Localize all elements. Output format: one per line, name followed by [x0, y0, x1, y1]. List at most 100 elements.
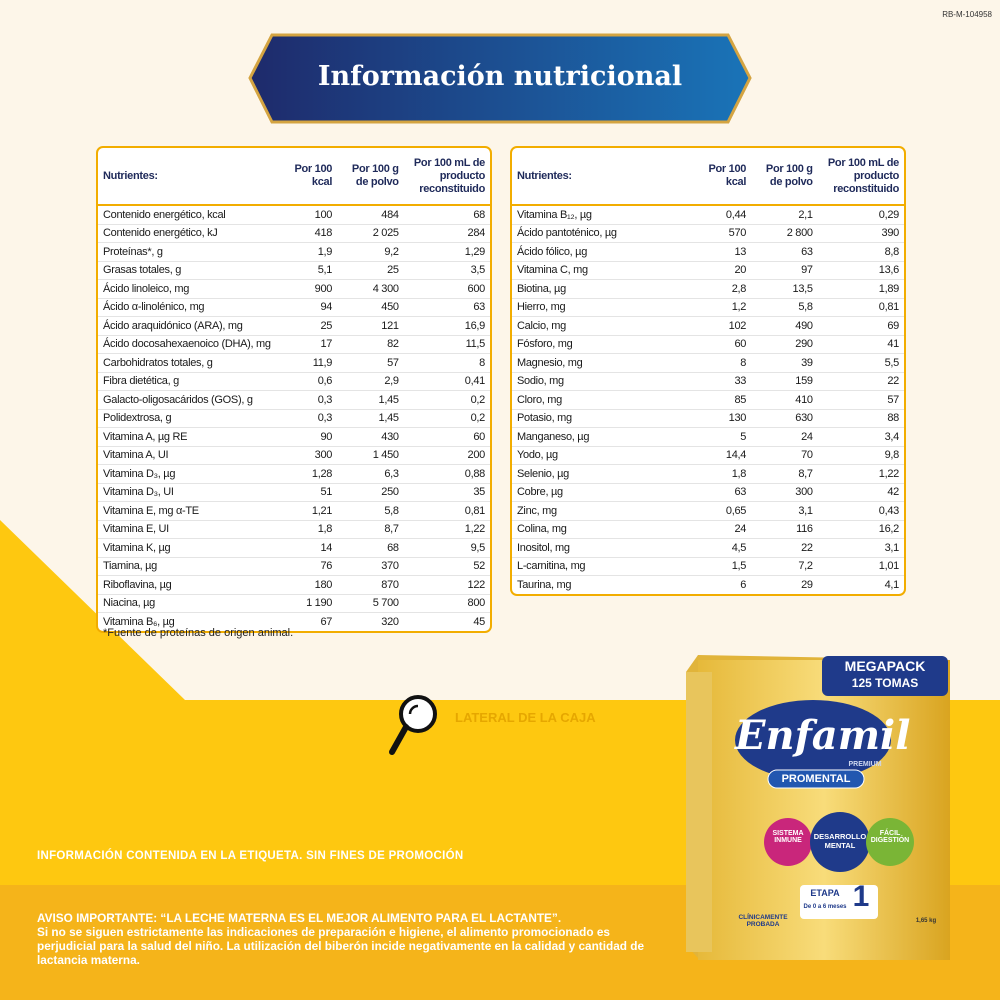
value-cell: 1,45: [337, 390, 404, 410]
value-cell: 180: [278, 575, 338, 595]
table-row: Ácido araquidónico (ARA), mg 25 121 16,9: [98, 316, 490, 336]
nutrient-cell: Carbohidratos totales, g: [98, 353, 279, 373]
value-cell: 5,1: [278, 261, 338, 280]
nutrient-cell: Ácido linoleico, mg: [98, 279, 279, 299]
value-cell: 7,2: [751, 557, 818, 576]
table-row: Ácido pantoténico, µg 570 2 800 390: [512, 224, 904, 243]
value-cell: 3,4: [817, 427, 904, 447]
table: Nutrientes: Por 100 kcal Por 100 g de polv…: [98, 148, 490, 631]
table-row: Potasio, mg 130 630 88: [512, 409, 904, 428]
nutrient-cell: Vitamina A, UI: [98, 446, 279, 465]
value-cell: 290: [751, 335, 818, 354]
value-cell: 430: [337, 427, 404, 447]
value-cell: 82: [337, 335, 404, 354]
value-cell: 63: [751, 242, 818, 262]
nutrient-cell: Vitamina E, mg α-TE: [98, 501, 279, 521]
table-row: Ácido α-linolénico, mg 94 450 63: [98, 298, 490, 317]
value-cell: 4,5: [692, 538, 752, 558]
nutrient-cell: Vitamina D₃, UI: [98, 483, 279, 502]
table-row: Biotina, µg 2,8 13,5 1,89: [512, 279, 904, 299]
value-cell: 88: [817, 409, 904, 428]
table-row: Colina, mg 24 116 16,2: [512, 520, 904, 539]
table-row: Hierro, mg 1,2 5,8 0,81: [512, 298, 904, 317]
table-row: Cloro, mg 85 410 57: [512, 390, 904, 410]
table-row: Vitamina B₁₂, µg 0,44 2,1 0,29: [512, 205, 904, 225]
value-cell: 14,4: [692, 446, 752, 465]
nutrient-cell: Ácido araquidónico (ARA), mg: [98, 316, 279, 336]
value-cell: 22: [817, 372, 904, 391]
reference-code: RB-M-104958: [942, 10, 992, 19]
table-row: Calcio, mg 102 490 69: [512, 316, 904, 336]
value-cell: 68: [403, 205, 490, 225]
value-cell: 1,22: [817, 464, 904, 484]
value-cell: 5: [692, 427, 752, 447]
value-cell: 13,6: [817, 261, 904, 280]
value-cell: 57: [817, 390, 904, 410]
value-cell: 22: [751, 538, 818, 558]
value-cell: 76: [278, 557, 338, 576]
value-cell: 490: [751, 316, 818, 336]
value-cell: 8,7: [751, 464, 818, 484]
table-row: Inositol, mg 4,5 22 3,1: [512, 538, 904, 558]
magnifier-icon: [389, 695, 437, 755]
column-header: Por 100 kcal: [692, 148, 752, 206]
nutrient-cell: Cloro, mg: [512, 390, 693, 410]
value-cell: 4 300: [337, 279, 404, 299]
nutrient-cell: Selenio, µg: [512, 464, 693, 484]
table-row: Proteínas*, g 1,9 9,2 1,29: [98, 242, 490, 262]
value-cell: 29: [801, 578, 813, 591]
value-cell: 0,81: [403, 501, 490, 521]
table-row: Sodio, mg 33 159 22: [512, 372, 904, 391]
warning: AVISO IMPORTANTE: “LA LECHE MATERNA ES E…: [37, 911, 667, 967]
table-row: Vitamina B₆, µg 67 320 45: [98, 613, 490, 631]
table-row: Cobre, µg 63 300 42: [512, 483, 904, 502]
product-box: [686, 655, 950, 960]
value-cell: 410: [751, 390, 818, 410]
value-cell: 1,2: [692, 298, 752, 317]
value-cell: 0,29: [817, 205, 904, 225]
value-cell: 102: [692, 316, 752, 336]
value-cell: 900: [278, 279, 338, 299]
nutrient-cell: Vitamina K, µg: [98, 538, 279, 558]
value-cell: 20: [692, 261, 752, 280]
value-cell: 42: [817, 483, 904, 502]
value-cell: 484: [337, 205, 404, 225]
value-cell: 0,88: [403, 464, 490, 484]
table-row: Vitamina K, µg 14 68 9,5: [98, 538, 490, 558]
value-cell: 1 190: [278, 594, 338, 613]
nutrient-cell: Grasas totales, g: [98, 261, 279, 280]
value-cell: 3,5: [403, 261, 490, 280]
value-cell: 35: [403, 483, 490, 502]
value-cell: 116: [751, 520, 818, 539]
value-cell: 8,8: [817, 242, 904, 262]
benefit: FÁCIL DIGESTIÓN: [870, 830, 910, 844]
value-cell: 1,9: [278, 242, 338, 262]
table-row: Carbohidratos totales, g 11,9 57 8: [98, 353, 490, 373]
lens-label: LATERAL DE LA CAJA: [455, 710, 596, 725]
value-cell: 1,29: [403, 242, 490, 262]
table-row: Vitamina E, UI 1,8 8,7 1,22: [98, 520, 490, 539]
nutrient-cell: Contenido energético, kJ: [98, 224, 279, 243]
column-header: Nutrientes:: [98, 148, 279, 206]
value-cell: 2,1: [751, 205, 818, 225]
value-cell: 94: [278, 298, 338, 317]
value-cell: 600: [403, 279, 490, 299]
table-row: Ácido docosahexaenoico (DHA), mg 17 82 11,5: [98, 335, 490, 354]
nutrient-cell: Tiamina, µg: [98, 557, 279, 576]
nutrient-cell: Ácido pantoténico, µg: [512, 224, 693, 243]
nutrient-cell: Hierro, mg: [512, 298, 693, 317]
table-row: Ácido linoleico, mg 900 4 300 600: [98, 279, 490, 299]
value-cell: 630: [751, 409, 818, 428]
value-cell: 800: [403, 594, 490, 613]
table-row: Fibra dietética, g 0,6 2,9 0,41: [98, 372, 490, 391]
value-cell: 870: [337, 575, 404, 595]
benefit: SISTEMA INMUNE: [772, 830, 804, 844]
table-row: Manganeso, µg 5 24 3,4: [512, 427, 904, 447]
value-cell: 63: [692, 483, 752, 502]
value-cell: 25: [278, 316, 338, 336]
nutrient-cell: Vitamina E, UI: [98, 520, 279, 539]
column-header: Por 100 mL de producto reconstituido: [403, 148, 490, 206]
table-body: Contenido energético, kcal 100 484 68 Conten…: [98, 205, 490, 631]
value-cell: 13: [692, 242, 752, 262]
